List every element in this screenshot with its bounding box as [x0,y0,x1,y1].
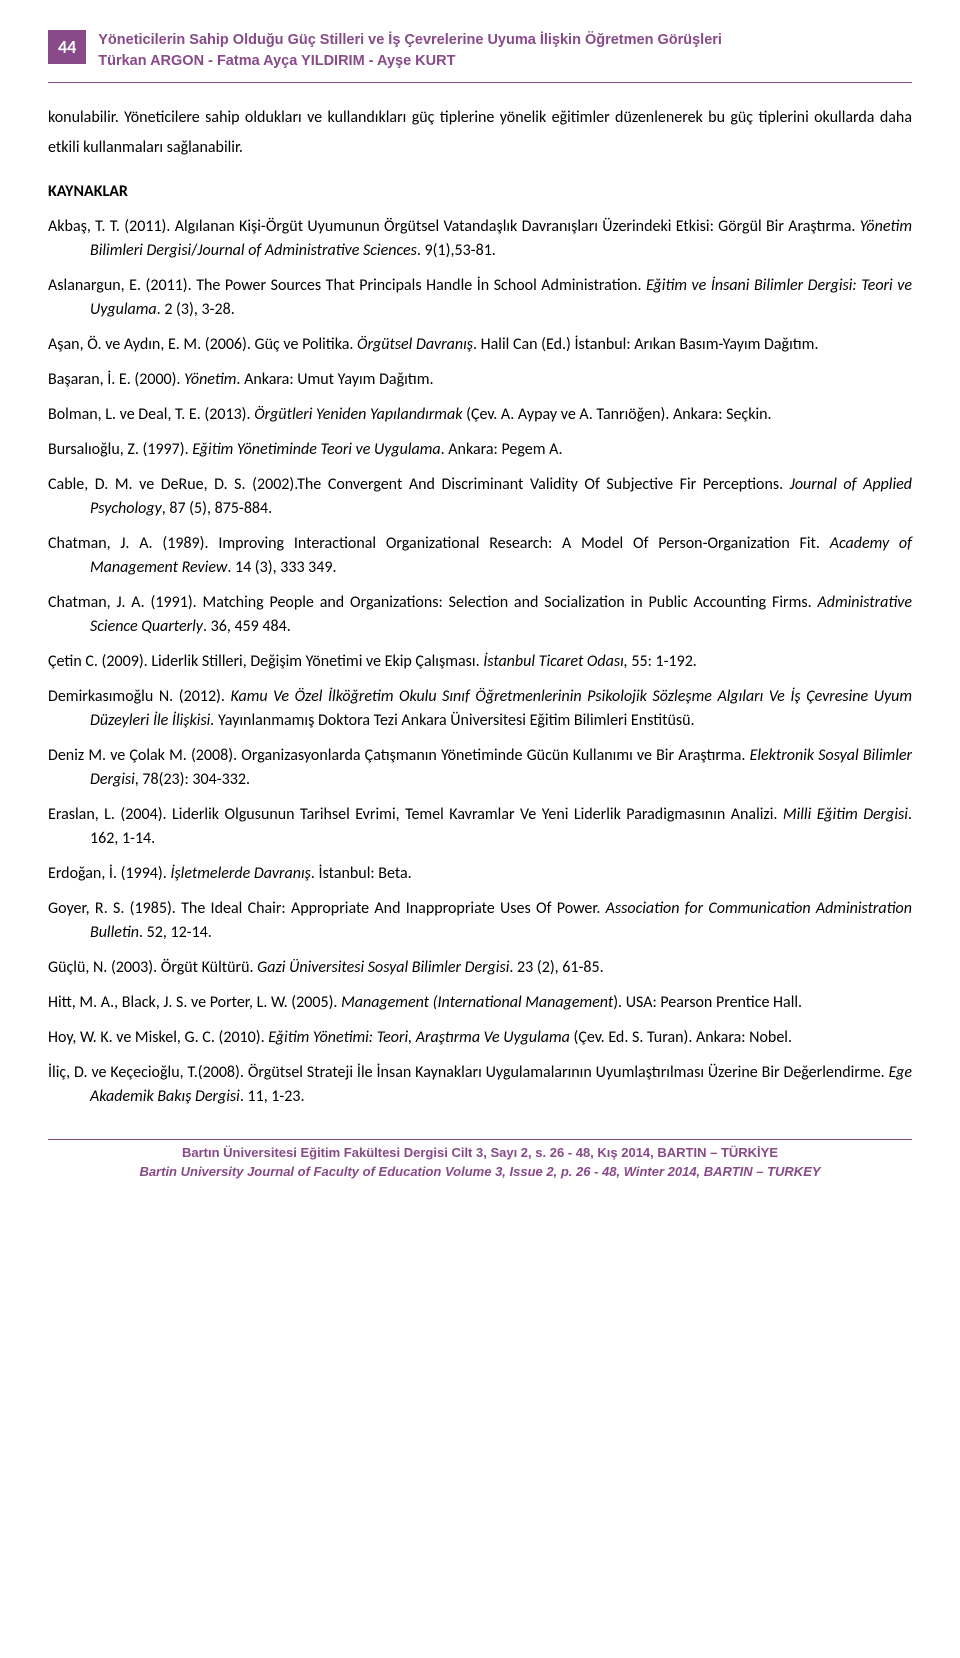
reference-entry: Goyer, R. S. (1985). The Ideal Chair: Ap… [48,897,912,945]
references-list: Akbaş, T. T. (2011). Algılanan Kişi-Örgü… [48,215,912,1109]
reference-entry: Bolman, L. ve Deal, T. E. (2013). Örgütl… [48,403,912,427]
reference-entry: Akbaş, T. T. (2011). Algılanan Kişi-Örgü… [48,215,912,263]
article-title: Yöneticilerin Sahip Olduğu Güç Stilleri … [98,30,912,51]
reference-entry: Eraslan, L. (2004). Liderlik Olgusunun T… [48,803,912,851]
reference-entry: Bursalıoğlu, Z. (1997). Eğitim Yönetimin… [48,438,912,462]
reference-entry: Chatman, J. A. (1991). Matching People a… [48,591,912,639]
reference-entry: Demirkasımoğlu N. (2012). Kamu Ve Özel İ… [48,685,912,733]
page-number-badge: 44 [48,30,86,64]
reference-entry: Hoy, W. K. ve Miskel, G. C. (2010). Eğit… [48,1026,912,1050]
kaynaklar-heading: KAYNAKLAR [48,182,912,201]
reference-entry: Başaran, İ. E. (2000). Yönetim. Ankara: … [48,368,912,392]
reference-entry: Deniz M. ve Çolak M. (2008). Organizasyo… [48,744,912,792]
footer-line-tr: Bartın Üniversitesi Eğitim Fakültesi Der… [48,1144,912,1163]
reference-entry: Hitt, M. A., Black, J. S. ve Porter, L. … [48,991,912,1015]
page-container: 44 Yöneticilerin Sahip Olduğu Güç Stille… [0,0,960,1202]
reference-entry: Aslanargun, E. (2011). The Power Sources… [48,274,912,322]
article-authors: Türkan ARGON - Fatma Ayça YILDIRIM - Ayş… [98,51,912,72]
header-rule [48,82,912,83]
page-header: 44 Yöneticilerin Sahip Olduğu Güç Stille… [48,30,912,72]
page-footer: Bartın Üniversitesi Eğitim Fakültesi Der… [48,1139,912,1182]
reference-entry: Chatman, J. A. (1989). Improving Interac… [48,532,912,580]
intro-paragraph: konulabilir. Yöneticilere sahip olduklar… [48,103,912,164]
footer-line-en: Bartin University Journal of Faculty of … [48,1163,912,1182]
reference-entry: Aşan, Ö. ve Aydın, E. M. (2006). Güç ve … [48,333,912,357]
header-titles: Yöneticilerin Sahip Olduğu Güç Stilleri … [98,30,912,72]
reference-entry: İliç, D. ve Keçecioğlu, T.(2008). Örgüts… [48,1061,912,1109]
reference-entry: Çetin C. (2009). Liderlik Stilleri, Deği… [48,650,912,674]
reference-entry: Cable, D. M. ve DeRue, D. S. (2002).The … [48,473,912,521]
reference-entry: Güçlü, N. (2003). Örgüt Kültürü. Gazi Ün… [48,956,912,980]
reference-entry: Erdoğan, İ. (1994). İşletmelerde Davranı… [48,862,912,886]
